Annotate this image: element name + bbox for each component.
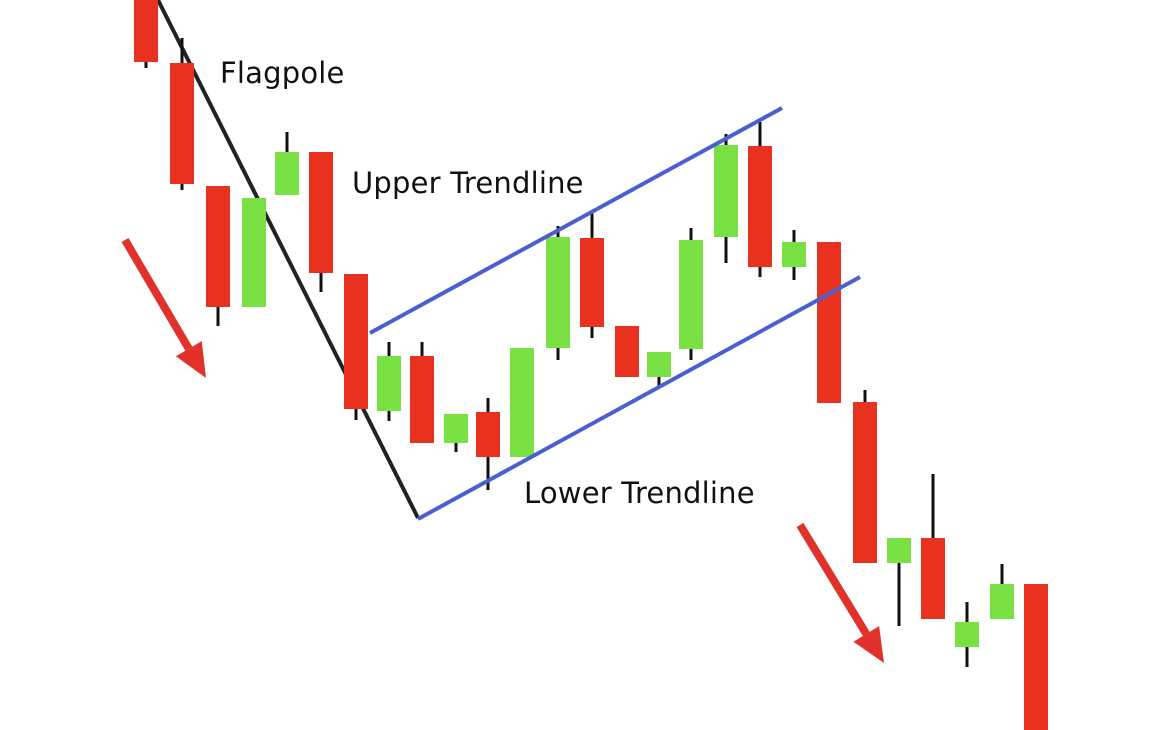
candle-body bbox=[853, 402, 877, 563]
candle-body bbox=[546, 237, 570, 348]
candle-body bbox=[170, 63, 194, 184]
candle-bearish bbox=[1024, 584, 1048, 730]
candle-body bbox=[410, 356, 434, 443]
candle-bearish bbox=[410, 342, 434, 443]
candle-bearish bbox=[615, 326, 639, 377]
candle-body bbox=[309, 152, 333, 273]
candles bbox=[134, 0, 1048, 730]
down-arrow-icon bbox=[796, 522, 884, 663]
candle-body bbox=[647, 352, 671, 377]
candle-bearish bbox=[921, 474, 945, 619]
candle-bullish bbox=[990, 564, 1014, 619]
candle-bullish bbox=[546, 226, 570, 360]
candle-bearish bbox=[476, 398, 500, 490]
candle-body bbox=[275, 152, 299, 195]
candle-body bbox=[444, 414, 468, 443]
candle-body bbox=[679, 240, 703, 349]
candle-bullish bbox=[714, 134, 738, 263]
candle-body bbox=[476, 412, 500, 457]
flagpole-label: Flagpole bbox=[220, 56, 345, 90]
candle-bullish bbox=[275, 132, 299, 195]
candle-body bbox=[242, 198, 266, 307]
candle-body bbox=[921, 538, 945, 619]
candle-body bbox=[206, 186, 230, 307]
candle-body bbox=[887, 538, 911, 563]
flagpole-line bbox=[156, 0, 420, 519]
candle-bullish bbox=[242, 198, 266, 307]
candle-bullish bbox=[377, 342, 401, 421]
lower-trendline bbox=[417, 275, 861, 521]
candle-bearish bbox=[206, 186, 230, 326]
arrows bbox=[121, 237, 884, 663]
candle-bullish bbox=[444, 414, 468, 452]
candle-bearish bbox=[853, 390, 877, 563]
candle-bullish bbox=[679, 228, 703, 360]
candle-bullish bbox=[955, 602, 979, 667]
candle-body bbox=[377, 356, 401, 411]
candle-bearish bbox=[817, 242, 841, 403]
candle-bullish bbox=[887, 538, 911, 626]
candle-body bbox=[615, 326, 639, 377]
candle-bearish bbox=[748, 122, 772, 277]
candle-body bbox=[580, 238, 604, 327]
candle-bearish bbox=[170, 38, 194, 190]
candle-body bbox=[714, 145, 738, 237]
candle-body bbox=[1024, 584, 1048, 730]
candle-bearish bbox=[134, 0, 158, 68]
lower-trendline-label: Lower Trendline bbox=[524, 476, 755, 510]
candle-bullish bbox=[647, 352, 671, 388]
candle-body bbox=[748, 146, 772, 267]
candle-body bbox=[344, 274, 368, 409]
candle-bearish bbox=[344, 274, 368, 420]
down-arrow-icon bbox=[121, 237, 206, 378]
candle-body bbox=[782, 242, 806, 267]
candle-body bbox=[134, 0, 158, 62]
candle-body bbox=[955, 622, 979, 647]
candle-body bbox=[510, 348, 534, 457]
candle-bearish bbox=[309, 152, 333, 292]
upper-trendline-label: Upper Trendline bbox=[352, 166, 584, 200]
candle-bullish bbox=[510, 348, 534, 457]
candle-body bbox=[990, 584, 1014, 619]
candle-body bbox=[817, 242, 841, 403]
candle-bearish bbox=[580, 213, 604, 338]
upper-trendline bbox=[369, 106, 783, 335]
candle-bullish bbox=[782, 230, 806, 280]
